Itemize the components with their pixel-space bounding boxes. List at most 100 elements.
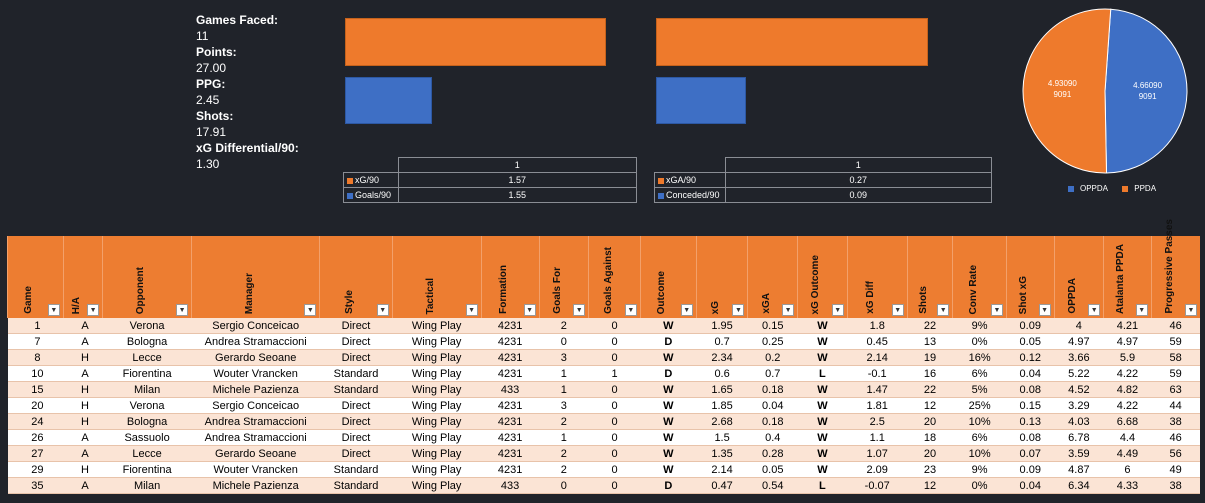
table-cell[interactable]: Standard [319, 461, 393, 478]
table-cell[interactable]: W [797, 461, 848, 478]
table-cell[interactable]: 0 [588, 333, 641, 350]
table-cell[interactable]: H [63, 413, 103, 430]
filter-dropdown-icon[interactable]: ▼ [680, 304, 693, 316]
table-cell[interactable]: 0.7 [747, 365, 798, 382]
table-cell[interactable]: -0.1 [847, 365, 908, 382]
table-cell[interactable]: Andrea Stramaccioni [191, 429, 320, 446]
table-cell[interactable]: 4.49 [1103, 445, 1152, 462]
table-cell[interactable]: 4.97 [1054, 333, 1104, 350]
table-cell[interactable]: 1.1 [847, 429, 908, 446]
table-cell[interactable]: 4.03 [1054, 413, 1104, 430]
table-cell[interactable]: W [640, 429, 697, 446]
table-cell[interactable]: 0.18 [747, 381, 798, 398]
filter-dropdown-icon[interactable]: ▼ [523, 304, 536, 316]
table-cell[interactable]: Wing Play [392, 349, 482, 366]
table-cell[interactable]: Wing Play [392, 461, 482, 478]
table-cell[interactable]: 46 [1151, 318, 1200, 334]
table-cell[interactable]: Wing Play [392, 429, 482, 446]
table-cell[interactable]: 6.68 [1103, 413, 1152, 430]
table-cell[interactable]: 2.14 [696, 461, 748, 478]
table-cell[interactable]: 12 [907, 477, 953, 494]
table-cell[interactable]: 0 [588, 413, 641, 430]
table-cell[interactable]: 4.22 [1103, 365, 1152, 382]
table-cell[interactable]: 0.09 [1006, 461, 1055, 478]
table-cell[interactable]: A [63, 429, 103, 446]
table-cell[interactable]: 0.15 [747, 318, 798, 334]
table-cell[interactable]: 1 [539, 429, 589, 446]
table-cell[interactable]: A [63, 365, 103, 382]
table-cell[interactable]: W [640, 397, 697, 414]
table-cell[interactable]: 5.9 [1103, 349, 1152, 366]
table-cell[interactable]: -0.07 [847, 477, 908, 494]
table-cell[interactable]: 38 [1151, 477, 1200, 494]
table-cell[interactable]: 4231 [481, 445, 540, 462]
table-cell[interactable]: 35 [7, 477, 64, 494]
table-row[interactable]: 27 A Lecce Gerardo Seoane Direct Wing Play 423… [7, 445, 1200, 462]
table-cell[interactable]: 0.04 [1006, 477, 1055, 494]
table-cell[interactable]: 0.54 [747, 477, 798, 494]
table-cell[interactable]: 22 [907, 318, 953, 334]
table-cell[interactable]: Direct [319, 413, 393, 430]
table-cell[interactable]: 0 [588, 461, 641, 478]
table-cell[interactable]: 0.47 [696, 477, 748, 494]
table-cell[interactable]: 0.07 [1006, 445, 1055, 462]
table-cell[interactable]: 8 [7, 349, 64, 366]
table-cell[interactable]: Direct [319, 318, 393, 334]
filter-dropdown-icon[interactable]: ▼ [1088, 304, 1101, 316]
table-cell[interactable]: 2 [539, 461, 589, 478]
table-cell[interactable]: 0.04 [1006, 365, 1055, 382]
table-cell[interactable]: 4.97 [1103, 333, 1152, 350]
table-cell[interactable]: H [63, 381, 103, 398]
table-cell[interactable]: Standard [319, 365, 393, 382]
table-cell[interactable]: 2 [539, 318, 589, 334]
table-cell[interactable]: 4 [1054, 318, 1104, 334]
table-cell[interactable]: 4.82 [1103, 381, 1152, 398]
filter-dropdown-icon[interactable]: ▼ [732, 304, 745, 316]
filter-dropdown-icon[interactable]: ▼ [1185, 304, 1197, 316]
table-row[interactable]: 24 H Bologna Andrea Stramaccioni Direct Wing … [7, 413, 1200, 430]
table-row[interactable]: 29 H Fiorentina Wouter Vrancken Standard Wing… [7, 461, 1200, 478]
table-cell[interactable]: 1.85 [696, 397, 748, 414]
table-cell[interactable]: 20 [7, 397, 64, 414]
table-cell[interactable]: 59 [1151, 333, 1200, 350]
table-cell[interactable]: 0 [588, 397, 641, 414]
table-cell[interactable]: 10 [7, 365, 64, 382]
table-cell[interactable]: 7 [7, 333, 64, 350]
table-cell[interactable]: L [797, 477, 848, 494]
table-cell[interactable]: D [640, 477, 697, 494]
table-cell[interactable]: 4231 [481, 333, 540, 350]
table-cell[interactable]: Wouter Vrancken [191, 365, 320, 382]
table-cell[interactable]: 4231 [481, 429, 540, 446]
table-cell[interactable]: Milan [102, 477, 192, 494]
table-cell[interactable]: 59 [1151, 365, 1200, 382]
table-cell[interactable]: Wing Play [392, 318, 482, 334]
table-cell[interactable]: Standard [319, 381, 393, 398]
table-cell[interactable]: 0 [588, 349, 641, 366]
table-cell[interactable]: W [640, 349, 697, 366]
table-cell[interactable]: Standard [319, 477, 393, 494]
table-cell[interactable]: 44 [1151, 397, 1200, 414]
filter-dropdown-icon[interactable]: ▼ [573, 304, 586, 316]
table-cell[interactable]: Verona [102, 397, 192, 414]
table-cell[interactable]: A [63, 445, 103, 462]
table-cell[interactable]: Michele Pazienza [191, 381, 320, 398]
table-cell[interactable]: Wing Play [392, 365, 482, 382]
table-cell[interactable]: Sassuolo [102, 429, 192, 446]
table-cell[interactable]: Wing Play [392, 477, 482, 494]
table-cell[interactable]: 0 [588, 477, 641, 494]
table-row[interactable]: 8 H Lecce Gerardo Seoane Direct Wing Play 4231… [7, 349, 1200, 366]
table-cell[interactable]: 1.35 [696, 445, 748, 462]
table-cell[interactable]: D [640, 365, 697, 382]
table-cell[interactable]: 58 [1151, 349, 1200, 366]
table-cell[interactable]: Gerardo Seoane [191, 349, 320, 366]
table-cell[interactable]: 19 [907, 349, 953, 366]
table-cell[interactable]: 3 [539, 397, 589, 414]
table-cell[interactable]: 6% [952, 365, 1007, 382]
table-cell[interactable]: 16% [952, 349, 1007, 366]
table-cell[interactable]: 4.21 [1103, 318, 1152, 334]
table-cell[interactable]: 2 [539, 413, 589, 430]
table-cell[interactable]: 0.13 [1006, 413, 1055, 430]
table-cell[interactable]: 10% [952, 445, 1007, 462]
table-cell[interactable]: Andrea Stramaccioni [191, 333, 320, 350]
table-cell[interactable]: W [797, 381, 848, 398]
